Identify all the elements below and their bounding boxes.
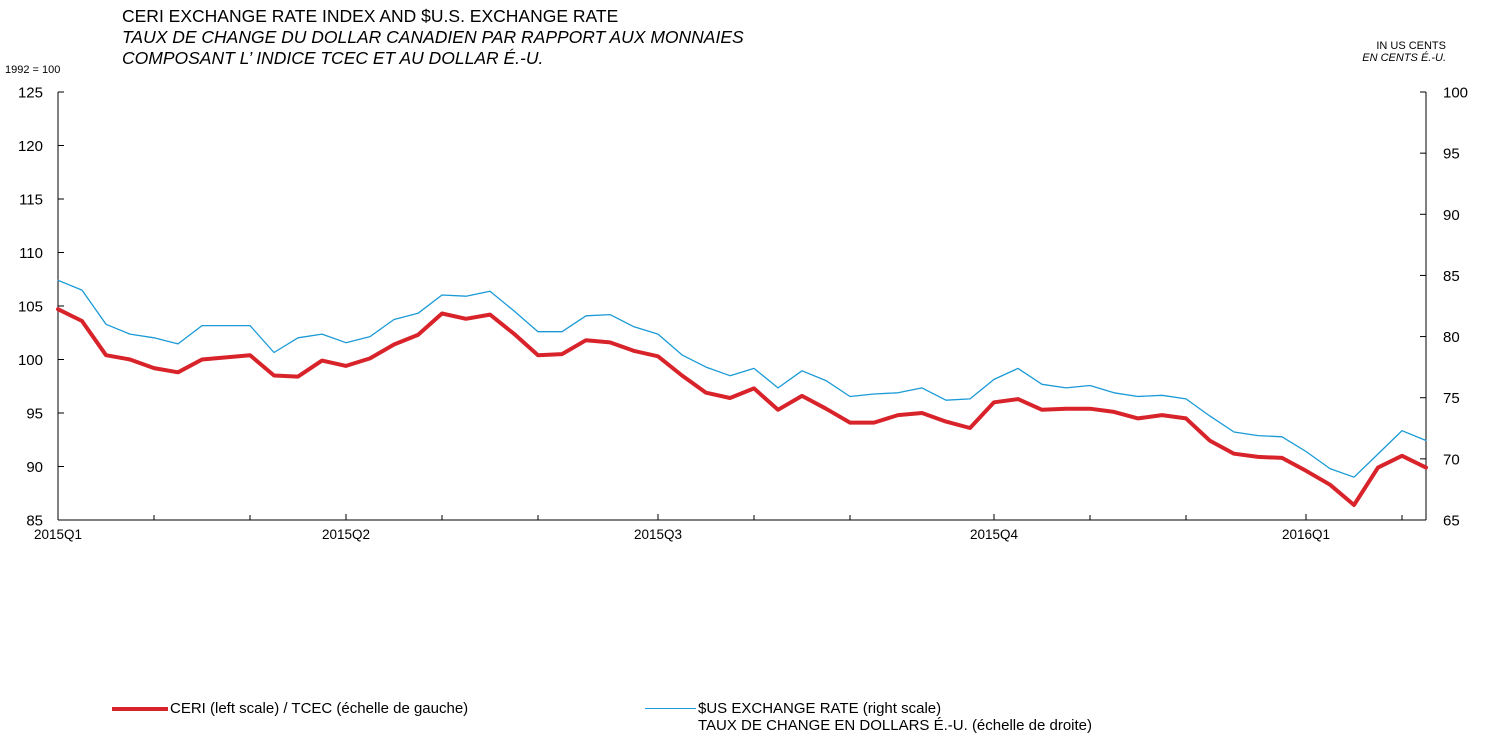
right-axis-unit-block: IN US CENTS EN CENTS É.-U. [1362, 40, 1446, 64]
left-axis-tick-label: 125 [18, 85, 43, 102]
x-axis-tick-label: 2016Q1 [1282, 527, 1330, 542]
left-axis-tick-label: 115 [19, 192, 43, 209]
x-axis-tick-label: 2015Q3 [634, 527, 682, 542]
legend-label-usd-line1: $US EXCHANGE RATE (right scale) [698, 700, 942, 717]
chart-subtitle-fr-2: COMPOSANT L’ INDICE TCEC ET AU DOLLAR É.… [122, 48, 544, 68]
right-axis-tick-label: 95 [1443, 146, 1460, 163]
chart-title: CERI EXCHANGE RATE INDEX AND $U.S. EXCHA… [122, 6, 619, 26]
axes: 85 90 95 100 105 110 115 120 125 65 70 75 80 85 90 95 10… [18, 85, 1468, 543]
series-line-usd [57, 279, 1427, 478]
legend-swatch-usd [645, 708, 696, 710]
right-axis-tick-label: 80 [1443, 329, 1460, 346]
legend-label-usd: $US EXCHANGE RATE (right scale) TAUX DE … [698, 700, 1092, 734]
series-lines [56, 279, 1428, 507]
right-axis-tick-label: 85 [1443, 268, 1460, 285]
legend-label-usd-line2: TAUX DE CHANGE EN DOLLARS É.-U. (échelle… [698, 717, 1093, 734]
right-axis-tick-label: 90 [1443, 207, 1460, 224]
right-axis-tick-label: 65 [1443, 513, 1460, 530]
x-axis-tick-label: 2015Q4 [970, 527, 1019, 542]
left-axis-tick-label: 100 [18, 352, 43, 369]
left-axis-unit: 1992 = 100 [5, 64, 61, 76]
right-axis-unit-fr: EN CENTS É.-U. [1362, 52, 1446, 64]
left-axis-tick-label: 85 [26, 513, 43, 530]
left-axis-tick-label: 110 [19, 245, 43, 262]
left-axis-tick-label: 120 [18, 138, 43, 155]
legend-label-ceri: CERI (left scale) / TCEC (échelle de gau… [170, 700, 469, 717]
x-axis-tick-label: 2015Q1 [34, 527, 82, 542]
chart-title-block: CERI EXCHANGE RATE INDEX AND $U.S. EXCHA… [122, 6, 744, 69]
right-axis-tick-label: 100 [1443, 85, 1468, 102]
right-axis-tick-label: 75 [1443, 390, 1460, 407]
legend-swatch-ceri [112, 707, 168, 711]
right-axis-unit: IN US CENTS [1376, 40, 1446, 52]
right-axis-tick-label: 70 [1443, 451, 1460, 468]
chart-subtitle-fr: TAUX DE CHANGE DU DOLLAR CANADIEN PAR RA… [122, 27, 744, 47]
left-axis-tick-label: 105 [18, 299, 43, 316]
x-axis-tick-label: 2015Q2 [322, 527, 370, 542]
left-axis-tick-label: 90 [26, 459, 43, 476]
series-line-ceri [56, 307, 1428, 507]
left-axis-tick-label: 95 [26, 406, 43, 423]
